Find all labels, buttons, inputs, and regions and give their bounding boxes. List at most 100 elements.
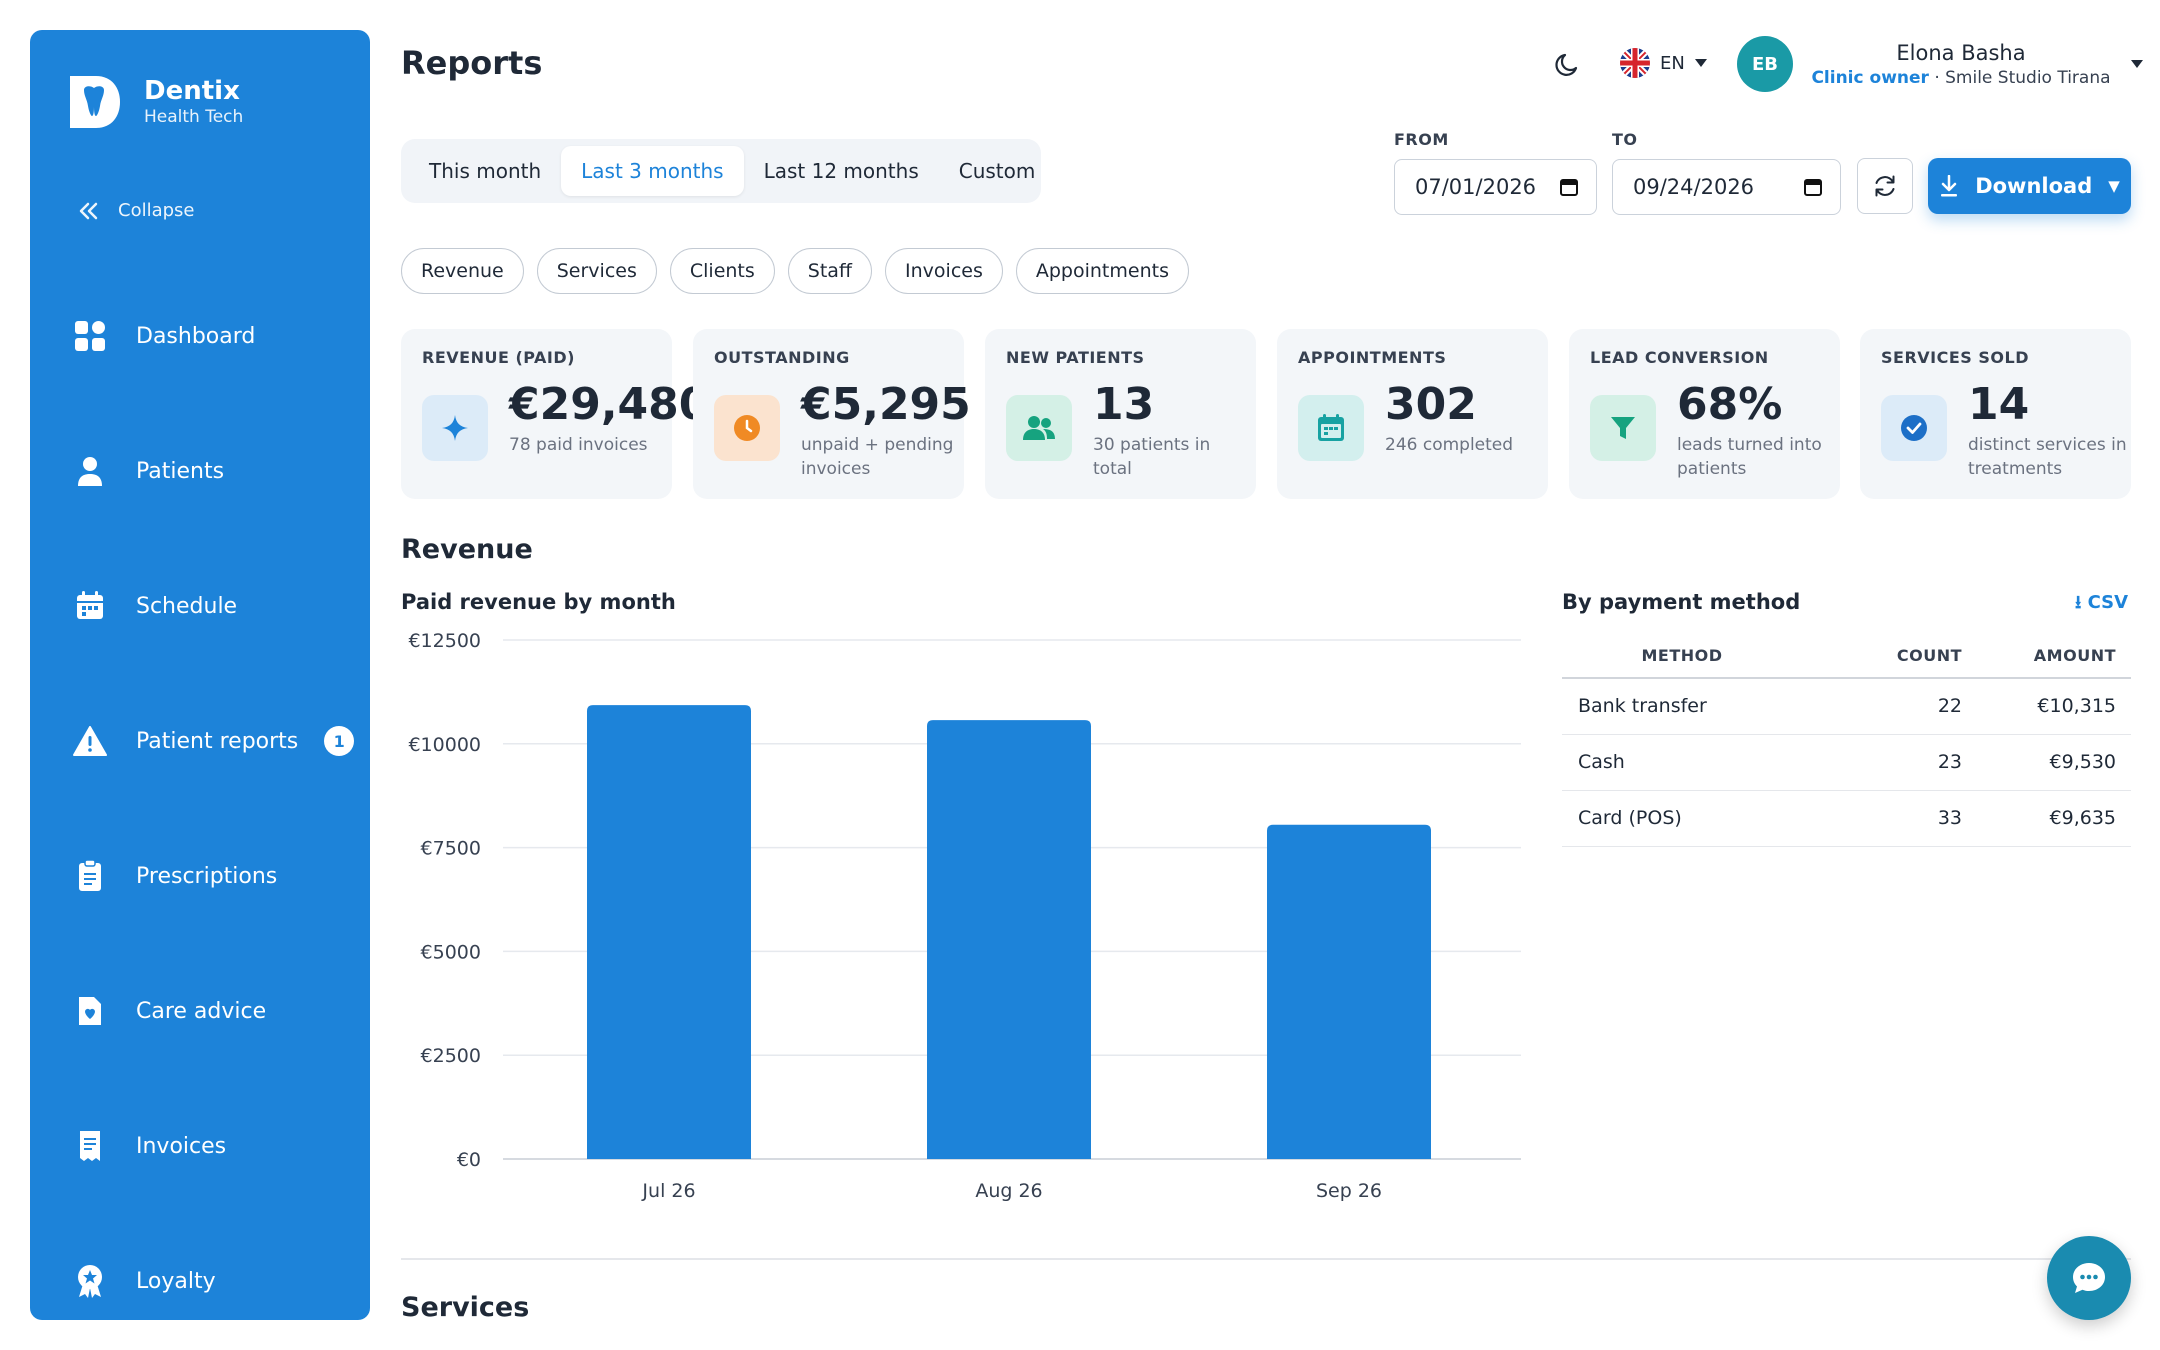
kpi-label: SERVICES SOLD	[1881, 348, 2029, 367]
revenue-section-title: Revenue	[401, 534, 533, 565]
language-selector[interactable]: EN	[1620, 48, 1707, 78]
section-divider	[401, 1258, 2131, 1260]
x-tick-label: Jul 26	[641, 1180, 695, 1202]
count-cell: 22	[1802, 678, 1962, 735]
table-row: Bank transfer 22 €10,315	[1562, 678, 2131, 735]
count-cell: 33	[1802, 790, 1962, 847]
column-header-amount: AMOUNT	[1962, 634, 2131, 679]
caret-down-icon	[2131, 60, 2143, 68]
brand-name: Dentix	[144, 76, 240, 106]
kpi-subtext: 30 patients in total	[1093, 435, 1211, 479]
heart-document-icon	[72, 993, 108, 1029]
sidebar-item-prescriptions[interactable]: Prescriptions	[30, 841, 370, 911]
tab-custom[interactable]: Custom	[958, 159, 1036, 183]
from-date-input[interactable]: 07/01/2026	[1394, 159, 1597, 215]
download-button[interactable]: Download ▼	[1928, 158, 2131, 214]
y-tick-label: €7500	[421, 838, 481, 860]
user-role-line: Clinic owner · Smile Studio Tirana	[1807, 67, 2115, 89]
uk-flag-icon	[1620, 48, 1650, 78]
to-label: TO	[1612, 130, 1638, 149]
payment-method-title: By payment method	[1562, 590, 1801, 614]
from-label: FROM	[1394, 130, 1449, 149]
sidebar-item-patients[interactable]: Patients	[30, 436, 370, 506]
filter-icon	[1590, 395, 1656, 461]
kpi-card-services-sold: SERVICES SOLD 14 distinct services in tr…	[1860, 329, 2131, 499]
kpi-subtext: leads turned into patients	[1677, 435, 1822, 479]
kpi-label: NEW PATIENTS	[1006, 348, 1145, 367]
kpi-label: OUTSTANDING	[714, 348, 850, 367]
sidebar-item-dashboard[interactable]: Dashboard	[30, 301, 370, 371]
table-row: Card (POS) 33 €9,635	[1562, 790, 2131, 847]
sidebar-item-schedule[interactable]: Schedule	[30, 571, 370, 641]
to-date-group: TO 09/24/2026	[1612, 130, 1841, 215]
sidebar: Dentix Health Tech Collapse Dashboard Pa…	[30, 30, 370, 1320]
receipt-icon	[72, 1128, 108, 1164]
page-title: Reports	[401, 44, 543, 82]
avatar: EB	[1737, 36, 1793, 92]
user-name: Elona Basha	[1896, 41, 2026, 65]
chip-staff[interactable]: Staff	[787, 248, 873, 294]
from-date-group: FROM 07/01/2026	[1394, 130, 1597, 215]
bar	[927, 720, 1091, 1159]
kpi-subtext: 246 completed	[1385, 435, 1514, 455]
sidebar-item-label: Patients	[136, 458, 225, 484]
calendar-icon	[1298, 395, 1364, 461]
clock-icon	[714, 395, 780, 461]
kpi-card-revenue: REVENUE (PAID) €29,480 78 paid invoices	[401, 329, 709, 499]
x-tick-label: Sep 26	[1316, 1180, 1382, 1202]
check-circle-icon	[1881, 395, 1947, 461]
amount-cell: €9,530	[1962, 734, 2131, 791]
sidebar-item-label: Schedule	[136, 593, 238, 619]
kpi-value: €5,295	[801, 379, 971, 430]
language-code: EN	[1660, 52, 1685, 74]
kpi-label: LEAD CONVERSION	[1590, 348, 1769, 367]
moon-icon	[1555, 53, 1578, 76]
tab-last-12-months[interactable]: Last 12 months	[763, 159, 919, 183]
sidebar-item-label: Prescriptions	[136, 863, 278, 889]
method-cell: Card (POS)	[1562, 790, 1802, 847]
to-date-input[interactable]: 09/24/2026	[1612, 159, 1841, 215]
y-tick-label: €5000	[421, 941, 481, 963]
chip-clients[interactable]: Clients	[669, 248, 775, 294]
column-header-method: METHOD	[1562, 634, 1802, 679]
chip-invoices[interactable]: Invoices	[885, 248, 1003, 294]
sidebar-item-invoices[interactable]: Invoices	[30, 1111, 370, 1181]
refresh-button[interactable]	[1857, 158, 1913, 214]
chip-services[interactable]: Services	[536, 248, 657, 294]
tab-last-3-months[interactable]: Last 3 months	[561, 146, 744, 196]
calendar-icon	[1804, 179, 1822, 196]
sidebar-item-label: Dashboard	[136, 323, 256, 349]
kpi-label: APPOINTMENTS	[1298, 348, 1447, 367]
sidebar-item-care-advice[interactable]: Care advice	[30, 976, 370, 1046]
chip-revenue[interactable]: Revenue	[401, 248, 524, 294]
notification-badge: 1	[324, 726, 355, 756]
theme-toggle-button[interactable]	[1550, 46, 1586, 82]
brand[interactable]: Dentix Health Tech	[66, 72, 243, 132]
x-tick-label: Aug 26	[975, 1180, 1042, 1202]
kpi-subtext: 78 paid invoices	[509, 435, 648, 455]
brand-subtitle: Health Tech	[144, 107, 244, 127]
payment-method-table: METHOD COUNT AMOUNT Bank transfer 22 €10…	[1562, 634, 2131, 847]
download-icon	[1941, 175, 1958, 197]
kpi-subtext: distinct services in treatments	[1968, 435, 2127, 479]
user-role: Clinic owner	[1811, 68, 1929, 88]
revenue-bar-chart: €0 €2500 €5000 €7500 €10000 €12500 Jul 26 Aug 2…	[408, 630, 1521, 1202]
download-label: Download	[1975, 174, 2093, 198]
chip-appointments[interactable]: Appointments	[1015, 248, 1189, 294]
sidebar-item-label: Care advice	[136, 998, 267, 1024]
count-cell: 23	[1802, 734, 1962, 791]
kpi-value: €29,480	[509, 379, 710, 430]
chart-title: Paid revenue by month	[401, 590, 676, 614]
method-cell: Bank transfer	[1562, 678, 1802, 735]
amount-cell: €9,635	[1962, 790, 2131, 847]
csv-download-link[interactable]: ⭳ CSV	[2075, 592, 2129, 613]
table-header-row: METHOD COUNT AMOUNT	[1562, 634, 2131, 679]
tab-this-month[interactable]: This month	[429, 159, 542, 183]
collapse-button[interactable]: Collapse	[78, 200, 195, 221]
caret-down-icon	[1694, 59, 1707, 67]
sidebar-item-patient-reports[interactable]: Patient reports 1	[30, 706, 370, 776]
user-menu[interactable]: EB Elona Basha Clinic owner · Smile Stud…	[1737, 36, 2143, 92]
chat-button[interactable]	[2047, 1236, 2131, 1320]
sidebar-item-loyalty[interactable]: Loyalty	[30, 1246, 370, 1316]
